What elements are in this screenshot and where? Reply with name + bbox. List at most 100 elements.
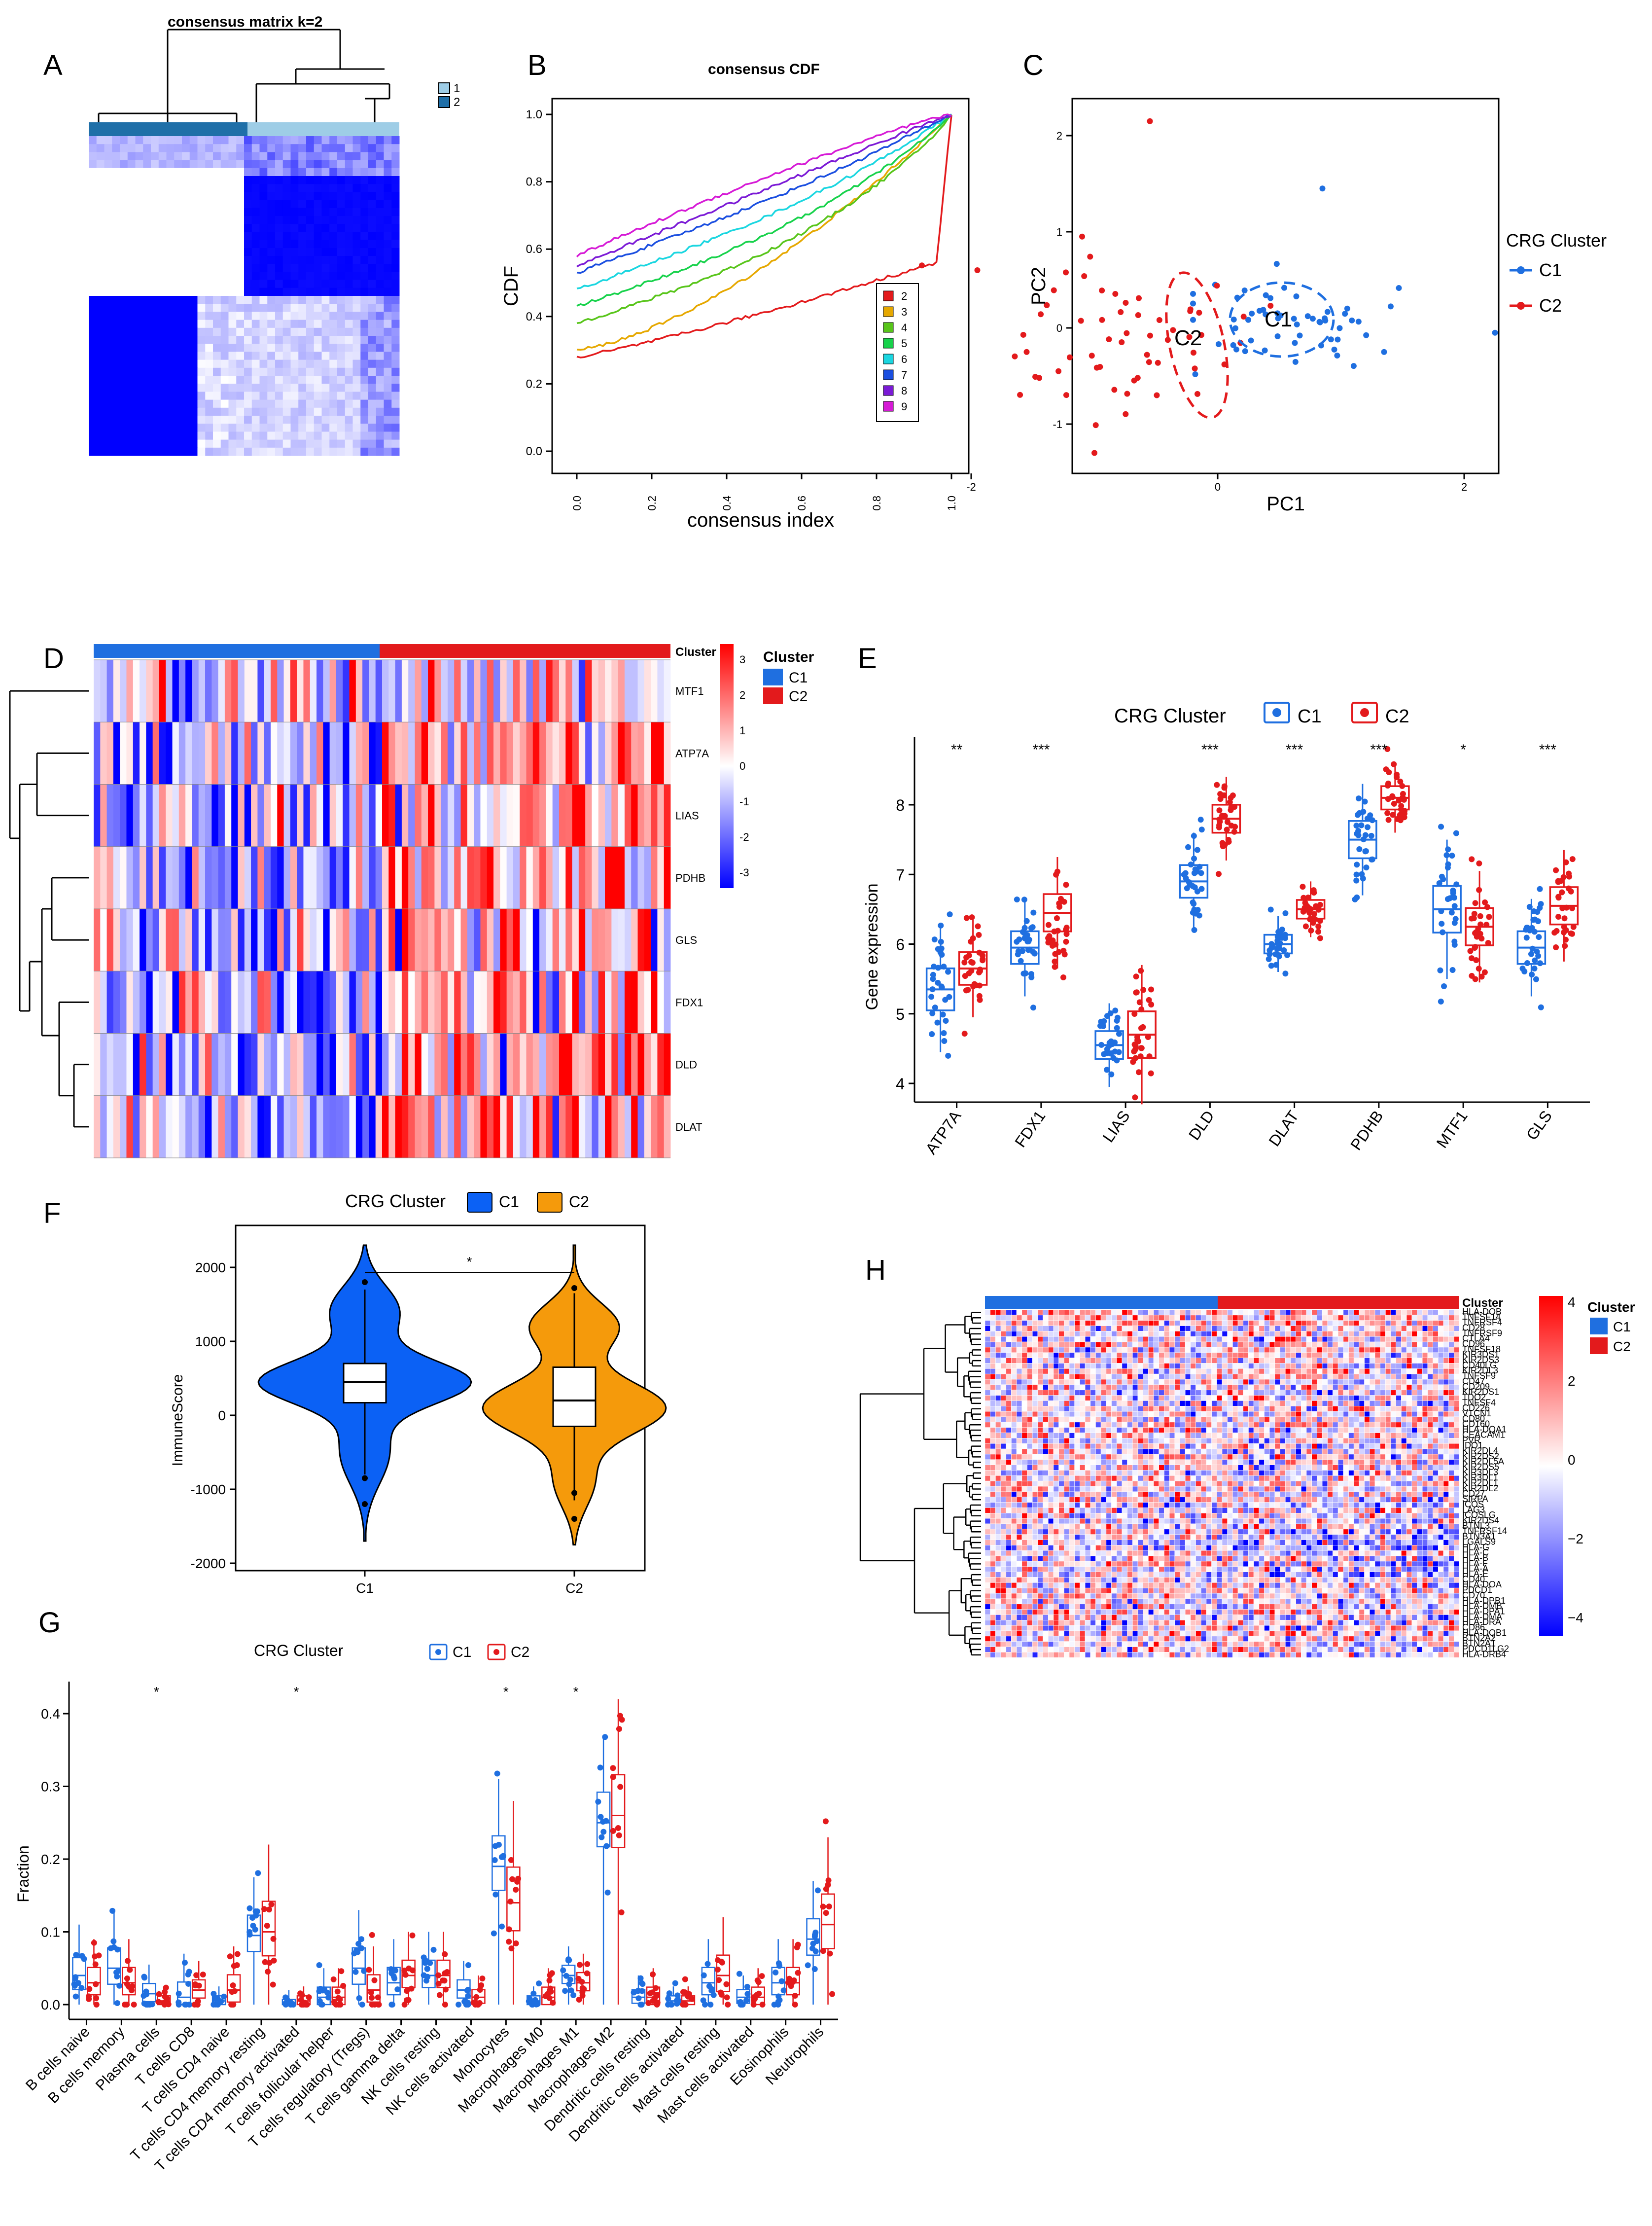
- heatmap-cell: [559, 722, 566, 785]
- data-point: [1116, 1049, 1122, 1055]
- outlier: [362, 1475, 368, 1481]
- heatmap-cell: [283, 660, 291, 722]
- matrix-cell: [151, 168, 159, 177]
- matrix-cell: [337, 431, 346, 440]
- heatmap-cell: [1280, 1352, 1286, 1358]
- heatmap-cell: [1401, 1363, 1407, 1369]
- matrix-cell: [96, 359, 105, 368]
- heatmap-cell: [382, 784, 389, 847]
- matrix-cell: [314, 224, 322, 232]
- heatmap-cell: [572, 1033, 579, 1096]
- heatmap-cell: [113, 784, 120, 847]
- data-point: [435, 1980, 442, 1987]
- matrix-cell: [158, 431, 167, 440]
- point-c1: [1274, 333, 1281, 339]
- matrix-cell: [197, 264, 206, 272]
- heatmap-cell: [1285, 1352, 1291, 1358]
- matrix-cell: [251, 287, 260, 296]
- heatmap-cell: [1353, 1347, 1360, 1353]
- data-point: [436, 1992, 443, 1998]
- matrix-cell: [290, 367, 299, 376]
- legend-swatch-1: [438, 82, 450, 94]
- y-tick-label: 0.4: [41, 1706, 60, 1722]
- matrix-cell: [143, 352, 151, 360]
- heatmap-cell: [631, 784, 638, 847]
- heatmap-cell: [238, 909, 245, 971]
- matrix-cell: [182, 384, 190, 392]
- data-point: [1451, 938, 1458, 945]
- data-point: [358, 1936, 365, 1942]
- matrix-cell: [321, 232, 330, 241]
- heatmap-cell: [1406, 1309, 1412, 1316]
- heatmap-cell: [1232, 1309, 1238, 1316]
- heatmap-cell: [1259, 1363, 1265, 1369]
- matrix-cell: [345, 136, 353, 144]
- matrix-cell: [368, 367, 377, 376]
- heatmap-cell: [1248, 1363, 1254, 1369]
- data-point: [970, 935, 976, 941]
- matrix-cell: [197, 232, 206, 241]
- data-point: [359, 2002, 365, 2008]
- matrix-cell: [298, 296, 307, 304]
- heatmap-cell: [218, 722, 225, 785]
- matrix-cell: [360, 152, 369, 161]
- matrix-cell: [220, 256, 229, 264]
- data-point: [1214, 782, 1220, 788]
- matrix-cell: [158, 232, 167, 241]
- matrix-cell: [96, 136, 105, 144]
- heatmap-cell: [1074, 1320, 1080, 1326]
- matrix-cell: [290, 392, 299, 400]
- matrix-cell: [120, 312, 128, 321]
- matrix-cell: [244, 367, 252, 376]
- matrix-cell: [267, 136, 276, 144]
- heatmap-cell: [532, 909, 540, 971]
- data-point: [264, 1923, 270, 1929]
- heatmap-cell: [297, 784, 304, 847]
- matrix-cell: [251, 208, 260, 216]
- scale-tick-label: 3: [739, 653, 745, 666]
- heatmap-cell: [1043, 1341, 1049, 1348]
- matrix-cell: [298, 200, 307, 209]
- heatmap-cell: [500, 784, 507, 847]
- heatmap-cell: [1185, 1352, 1191, 1358]
- heatmap-cell: [1296, 1347, 1301, 1353]
- heatmap-cell: [1243, 1363, 1249, 1369]
- heatmap-cell: [1411, 1309, 1417, 1316]
- heatmap-cell: [1232, 1358, 1238, 1364]
- matrix-cell: [290, 287, 299, 296]
- heatmap-cell: [611, 784, 619, 847]
- gene-label: PDHB: [675, 872, 705, 884]
- data-point: [1358, 822, 1365, 828]
- heatmap-cell: [428, 784, 435, 847]
- matrix-cell: [228, 392, 237, 400]
- matrix-cell: [329, 431, 338, 440]
- matrix-cell: [267, 287, 276, 296]
- heatmap-cell: [1264, 1331, 1270, 1337]
- matrix-cell: [290, 152, 299, 161]
- heatmap-cell: [995, 1352, 1001, 1358]
- data-point: [1306, 910, 1313, 916]
- data-point: [261, 1906, 268, 1912]
- heatmap-cell: [1000, 1331, 1007, 1337]
- heatmap-cell: [1206, 1326, 1212, 1331]
- matrix-cell: [120, 376, 128, 384]
- matrix-cell: [228, 216, 237, 224]
- data-point: [724, 1994, 730, 2001]
- matrix-cell: [220, 407, 229, 416]
- heatmap-cell: [1095, 1326, 1101, 1331]
- data-point: [811, 1932, 818, 1938]
- matrix-cell: [197, 216, 206, 224]
- matrix-cell: [244, 344, 252, 352]
- matrix-cell: [151, 344, 159, 352]
- heatmap-cell: [605, 846, 612, 909]
- matrix-cell: [120, 344, 128, 352]
- heatmap-cell: [605, 660, 612, 722]
- consensus-matrix: [89, 136, 400, 456]
- matrix-cell: [228, 447, 237, 456]
- chart-title: consensus CDF: [708, 61, 820, 77]
- heatmap-cell: [1269, 1309, 1275, 1316]
- heatmap-cell: [1359, 1358, 1365, 1364]
- heatmap-cell: [362, 784, 369, 847]
- heatmap-cell: [1433, 1320, 1439, 1326]
- data-point: [602, 1734, 608, 1740]
